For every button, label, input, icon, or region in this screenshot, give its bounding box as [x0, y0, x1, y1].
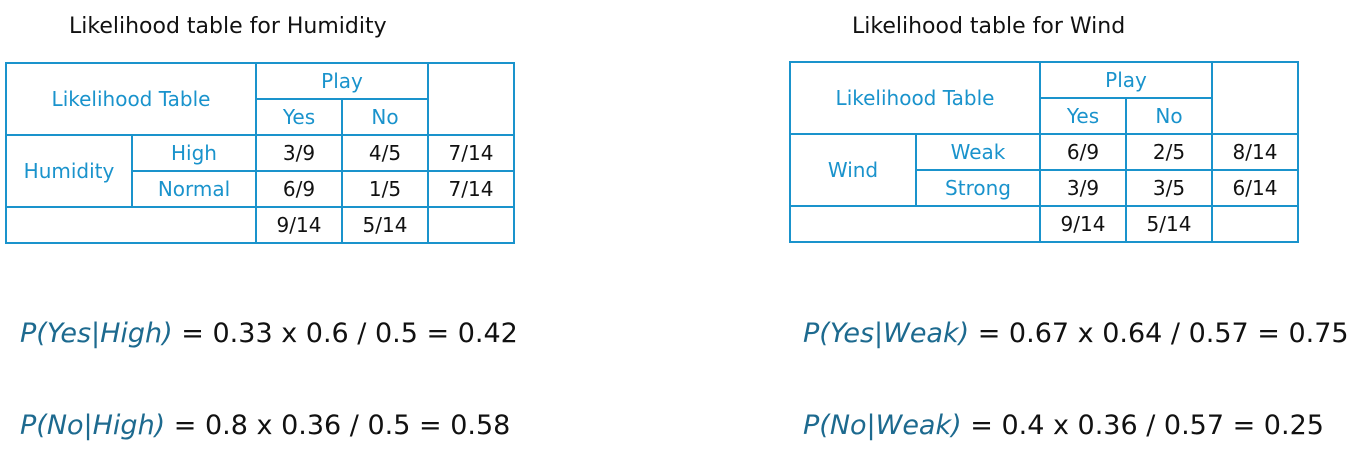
formula-rhs: = 0.4 x 0.36 / 0.57 = 0.25	[961, 410, 1324, 441]
corner-label: Likelihood Table	[5, 62, 257, 136]
formula-rhs: = 0.33 x 0.6 / 0.5 = 0.42	[172, 318, 518, 349]
row-label-high: High	[131, 134, 257, 172]
cell-high-total: 7/14	[427, 134, 515, 172]
humidity-formula-no: P(No|High) = 0.8 x 0.36 / 0.5 = 0.58	[20, 410, 510, 441]
humidity-likelihood-table: Likelihood Table Play Yes No Humidity Hi…	[5, 62, 515, 244]
col-yes-header: Yes	[255, 98, 343, 136]
cell-strong-no: 3/5	[1125, 169, 1213, 207]
empty-cell	[5, 206, 257, 244]
cell-total-yes: 9/14	[1039, 205, 1127, 243]
cell-total-no: 5/14	[341, 206, 429, 244]
row-label-normal: Normal	[131, 170, 257, 208]
play-header: Play	[255, 62, 429, 100]
cell-strong-yes: 3/9	[1039, 169, 1127, 207]
row-group-label: Wind	[789, 133, 917, 207]
empty-cell	[1211, 61, 1299, 135]
row-label-weak: Weak	[915, 133, 1041, 171]
formula-lhs: P(No|High)	[20, 410, 166, 441]
empty-cell	[1211, 205, 1299, 243]
col-yes-header: Yes	[1039, 97, 1127, 135]
cell-weak-no: 2/5	[1125, 133, 1213, 171]
col-no-header: No	[1125, 97, 1213, 135]
row-group-label: Humidity	[5, 134, 133, 208]
empty-cell	[427, 62, 515, 136]
col-no-header: No	[341, 98, 429, 136]
formula-lhs: P(No|Weak)	[803, 410, 962, 441]
formula-rhs: = 0.8 x 0.36 / 0.5 = 0.58	[165, 410, 511, 441]
cell-normal-total: 7/14	[427, 170, 515, 208]
wind-formula-no: P(No|Weak) = 0.4 x 0.36 / 0.57 = 0.25	[803, 410, 1324, 441]
empty-cell	[427, 206, 515, 244]
cell-total-yes: 9/14	[255, 206, 343, 244]
wind-likelihood-table: Likelihood Table Play Yes No Wind Weak 6…	[789, 61, 1299, 243]
cell-weak-yes: 6/9	[1039, 133, 1127, 171]
formula-lhs: P(Yes|Weak)	[803, 318, 970, 349]
wind-title: Likelihood table for Wind	[852, 14, 1126, 39]
cell-high-yes: 3/9	[255, 134, 343, 172]
wind-formula-yes: P(Yes|Weak) = 0.67 x 0.64 / 0.57 = 0.75	[803, 318, 1349, 349]
play-header: Play	[1039, 61, 1213, 99]
empty-cell	[789, 205, 1041, 243]
corner-label: Likelihood Table	[789, 61, 1041, 135]
cell-strong-total: 6/14	[1211, 169, 1299, 207]
humidity-formula-yes: P(Yes|High) = 0.33 x 0.6 / 0.5 = 0.42	[20, 318, 518, 349]
row-label-strong: Strong	[915, 169, 1041, 207]
cell-weak-total: 8/14	[1211, 133, 1299, 171]
formula-lhs: P(Yes|High)	[20, 318, 173, 349]
cell-normal-no: 1/5	[341, 170, 429, 208]
cell-high-no: 4/5	[341, 134, 429, 172]
cell-total-no: 5/14	[1125, 205, 1213, 243]
formula-rhs: = 0.67 x 0.64 / 0.57 = 0.75	[969, 318, 1349, 349]
cell-normal-yes: 6/9	[255, 170, 343, 208]
humidity-title: Likelihood table for Humidity	[69, 14, 387, 39]
